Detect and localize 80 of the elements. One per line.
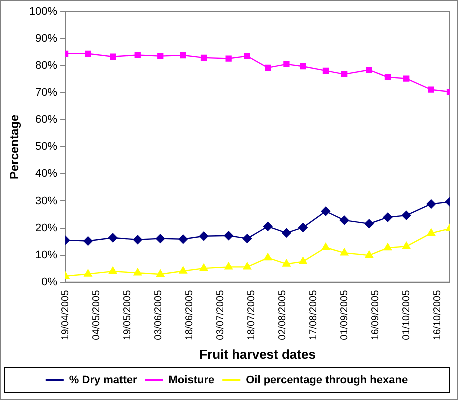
point <box>364 219 374 229</box>
legend-label: Moisture <box>168 374 215 387</box>
point <box>299 257 308 264</box>
y-tick-label: 40% <box>36 168 58 180</box>
x-tick-label: 04/05/2005 <box>91 290 102 340</box>
point <box>322 243 330 250</box>
point <box>342 71 348 78</box>
x-tick-label: 02/08/2005 <box>277 290 288 340</box>
point <box>243 262 252 270</box>
x-tick-label: 03/06/2005 <box>153 290 164 340</box>
y-tick-label: 50% <box>36 141 58 154</box>
point <box>427 228 436 236</box>
point <box>428 86 434 93</box>
point <box>264 222 273 232</box>
point <box>265 64 272 72</box>
point <box>109 266 118 274</box>
x-tick-label: 18/06/2005 <box>184 290 196 340</box>
point <box>365 250 374 258</box>
point <box>242 234 252 244</box>
point <box>158 53 164 60</box>
point <box>244 53 251 60</box>
point <box>200 264 208 272</box>
x-tick-label: 19/05/2005 <box>122 290 134 340</box>
point <box>282 228 292 238</box>
x-tick-label: 16/10/2005 <box>432 290 444 340</box>
point <box>224 262 233 270</box>
y-tick-label: 70% <box>36 87 58 100</box>
point <box>200 54 208 62</box>
point <box>226 56 232 62</box>
point <box>404 76 410 82</box>
point <box>402 242 411 250</box>
point <box>134 52 141 58</box>
point <box>366 67 372 74</box>
x-tick-label: 01/10/2005 <box>401 290 412 340</box>
point <box>402 210 412 220</box>
point <box>224 231 234 240</box>
point <box>340 216 350 226</box>
point <box>156 270 165 278</box>
y-tick-label: 100% <box>29 6 58 18</box>
x-tick-label: 19/04/2005 <box>60 290 72 340</box>
legend-label: % Dry matter <box>69 374 138 387</box>
y-axis-title: Percentage <box>8 114 22 180</box>
y-tick-label: 80% <box>36 60 58 72</box>
y-tick-label: 90% <box>36 33 58 46</box>
point <box>340 248 349 256</box>
y-tick-label: 60% <box>36 114 58 126</box>
legend-label: Oil percentage through hexane <box>246 374 408 387</box>
point <box>426 200 436 209</box>
point <box>110 54 116 60</box>
y-tick-label: 10% <box>36 249 58 262</box>
point <box>383 212 393 222</box>
point <box>108 233 118 243</box>
x-tick-label: 16/09/2005 <box>370 290 382 340</box>
y-tick-label: 20% <box>36 222 58 234</box>
x-axis-title: Fruit harvest dates <box>200 346 316 362</box>
point <box>179 266 188 274</box>
point <box>133 235 142 245</box>
point <box>264 253 272 261</box>
point <box>84 270 92 277</box>
point <box>199 232 209 241</box>
point <box>298 223 308 232</box>
point <box>322 68 330 74</box>
y-tick-label: 30% <box>36 195 58 208</box>
point <box>284 61 290 68</box>
point <box>384 74 392 80</box>
point <box>180 52 186 59</box>
x-tick-label: 18/07/2005 <box>246 290 258 340</box>
point <box>134 268 142 276</box>
point <box>84 236 93 246</box>
point <box>282 260 291 267</box>
y-tick-label: 0% <box>42 276 58 288</box>
point <box>156 234 166 244</box>
point <box>321 206 331 216</box>
x-tick-label: 17/08/2005 <box>308 290 320 340</box>
x-tick-label: 03/07/2005 <box>215 290 226 340</box>
point <box>85 50 92 57</box>
point <box>384 243 392 251</box>
x-tick-label: 01/09/2005 <box>339 290 350 340</box>
point <box>300 64 306 70</box>
point <box>178 234 188 244</box>
